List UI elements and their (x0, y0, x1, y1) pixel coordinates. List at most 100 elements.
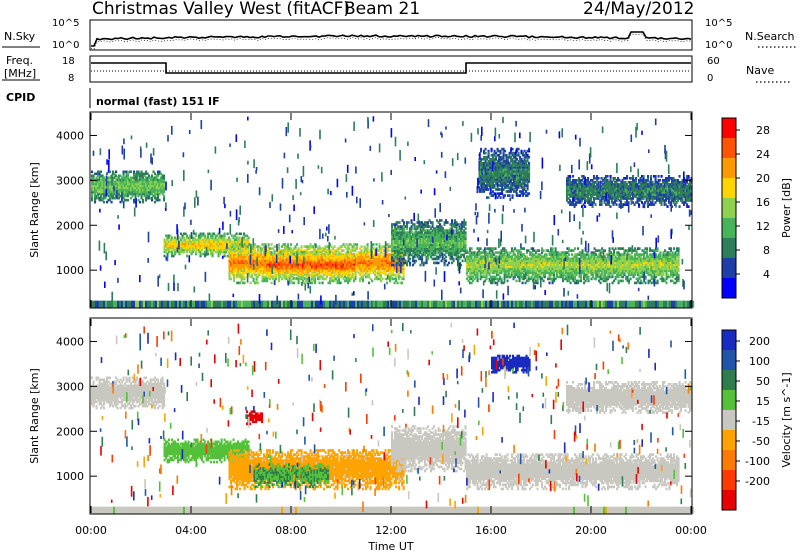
heatmap-cell (154, 186, 157, 190)
heatmap-cell (172, 240, 175, 244)
heatmap-cell (392, 265, 395, 269)
heatmap-cell (128, 182, 131, 186)
heatmap-cell (130, 180, 133, 184)
heatmap-cell (134, 180, 137, 184)
heatmap-cell (205, 238, 208, 242)
heatmap-cell (437, 261, 440, 265)
heatmap-cell (190, 250, 193, 254)
heatmap-cell (415, 259, 418, 263)
heatmap-cell (124, 194, 127, 198)
heatmap-cell (374, 261, 377, 265)
heatmap-cell (98, 174, 101, 178)
near-range-scatter-cell (145, 300, 149, 308)
heatmap-cell (151, 180, 154, 184)
heatmap-cell (365, 269, 368, 273)
heatmap-cell (239, 271, 242, 275)
heatmap-cell (118, 174, 121, 178)
heatmap-cell (378, 263, 381, 267)
heatmap-cell (251, 261, 254, 265)
heatmap-cell (95, 186, 98, 190)
near-range-scatter-cell (193, 300, 197, 308)
heatmap-cell (187, 246, 190, 250)
heatmap-cell (237, 251, 240, 254)
heatmap-cell (287, 275, 290, 279)
near-range-scatter-cell (351, 300, 355, 308)
heatmap-cell (251, 275, 254, 279)
heatmap-cell (365, 249, 368, 252)
heatmap-cell (115, 178, 118, 182)
near-range-scatter-cell (649, 300, 653, 308)
heatmap-cell (247, 238, 250, 242)
near-range-scatter-cell (571, 300, 575, 308)
heatmap-cell (260, 267, 263, 271)
heatmap-cell (246, 242, 249, 246)
heatmap-cell (374, 273, 377, 277)
heatmap-cell (347, 255, 350, 259)
near-range-scatter-cell (535, 300, 539, 308)
heatmap-cell (101, 192, 104, 196)
near-range-scatter-cell (369, 300, 373, 308)
heatmap-cell (174, 240, 177, 244)
heatmap-cell (276, 251, 279, 254)
heatmap-cell (234, 257, 237, 261)
heatmap-cell (239, 243, 242, 246)
heatmap-cell (297, 247, 300, 250)
heatmap-cell (134, 182, 137, 186)
heatmap-cell (163, 244, 166, 248)
heatmap-cell (254, 247, 257, 250)
heatmap-cell (254, 253, 257, 256)
heatmap-cell (357, 251, 360, 254)
heatmap-cell (107, 180, 110, 184)
heatmap-cell (309, 243, 312, 246)
heatmap-cell (157, 182, 160, 186)
heatmap-cell (293, 249, 296, 252)
heatmap-cell (119, 184, 122, 188)
heatmap-cell (210, 242, 213, 246)
heatmap-cell (368, 265, 371, 269)
near-range-scatter-cell (647, 300, 651, 308)
near-range-scatter-cell (201, 300, 205, 308)
heatmap-cell (396, 281, 399, 285)
heatmap-cell (98, 182, 101, 186)
near-range-scatter-cell (195, 300, 199, 308)
heatmap-cell (375, 271, 378, 275)
heatmap-cell (199, 254, 202, 258)
heatmap-cell (360, 273, 363, 277)
heatmap-cell (189, 244, 192, 248)
heatmap-cell (104, 194, 107, 198)
heatmap-cell (101, 196, 104, 200)
heatmap-cell (347, 281, 350, 285)
heatmap-cell (230, 277, 233, 281)
heatmap-cell (235, 236, 238, 240)
heatmap-cell (186, 242, 189, 246)
heatmap-cell (290, 279, 293, 283)
heatmap-cell (190, 242, 193, 246)
heatmap-cell (234, 251, 237, 254)
heatmap-cell (158, 184, 161, 188)
heatmap-cell (134, 196, 137, 200)
noise-right-label: N.Search (745, 30, 795, 43)
heatmap-cell (267, 249, 270, 252)
near-range-scatter-cell (325, 300, 329, 308)
heatmap-cell (137, 186, 140, 190)
heatmap-cell (354, 265, 357, 269)
heatmap-cell (98, 176, 101, 180)
heatmap-cell (121, 182, 124, 186)
heatmap-cell (330, 277, 333, 281)
heatmap-cell (248, 257, 251, 261)
heatmap-cell (333, 253, 336, 256)
heatmap-cell (124, 190, 127, 194)
near-range-scatter-cell (653, 300, 657, 308)
heatmap-cell (291, 281, 294, 285)
heatmap-cell (260, 253, 263, 256)
heatmap-cell (308, 253, 311, 256)
heatmap-cell (121, 184, 124, 188)
heatmap-cell (115, 186, 118, 190)
heatmap-cell (136, 188, 139, 192)
heatmap-cell (233, 259, 236, 263)
heatmap-cell (377, 249, 380, 252)
heatmap-cell (112, 180, 115, 184)
heatmap-cell (103, 196, 106, 200)
heatmap-cell (202, 244, 205, 248)
heatmap-cell (359, 263, 362, 267)
